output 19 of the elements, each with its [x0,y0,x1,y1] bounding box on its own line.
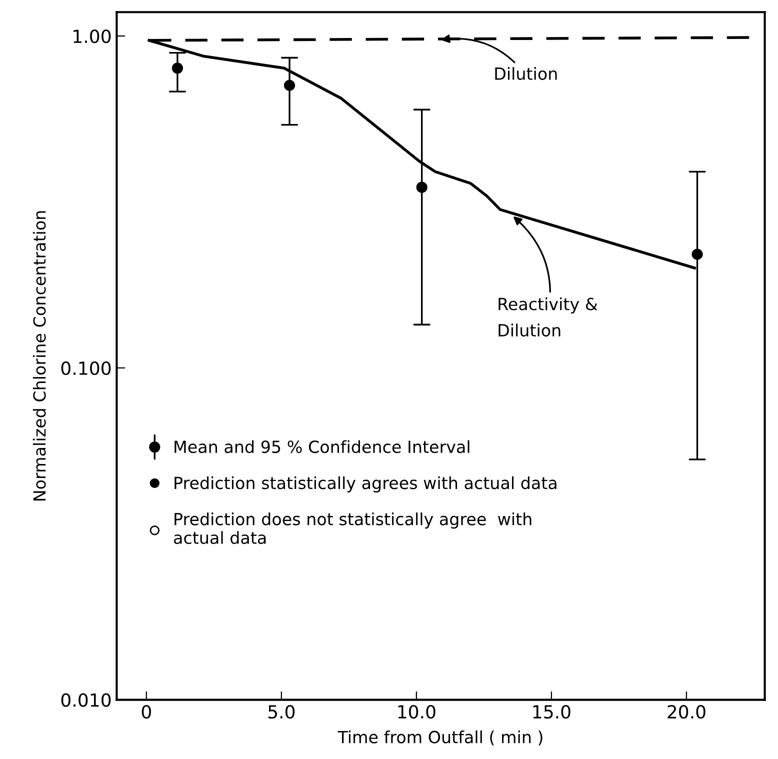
x-tick-label: 20.0 [668,704,706,719]
point [416,182,428,193]
point [692,248,703,260]
legend-label: Prediction statistically agrees with actual data [174,476,556,492]
point [172,62,184,74]
x-tick-label: 10.0 [398,704,436,719]
annotation: Reactivity & Dilution [498,297,598,337]
y-axis-title: Normalized Chlorine Concentration [32,211,46,501]
y-tick-label: 0.100 [61,361,111,376]
legend-label: Prediction does not statistically agree with actual data [174,512,532,544]
y-tick-label: 0.010 [61,693,111,707]
x-axis-title: Time from Outfall ( min ) [338,730,542,746]
x-tick-label: 15.0 [533,704,570,719]
point [284,80,296,91]
y-tick-label: 1.00 [74,29,111,44]
x-tick-label: 5.0 [268,704,295,719]
annotation: Dilution [495,67,557,80]
legend-label: Mean and 95 % Confidence Interval [174,440,470,454]
x-tick-label: 0 [142,704,151,719]
